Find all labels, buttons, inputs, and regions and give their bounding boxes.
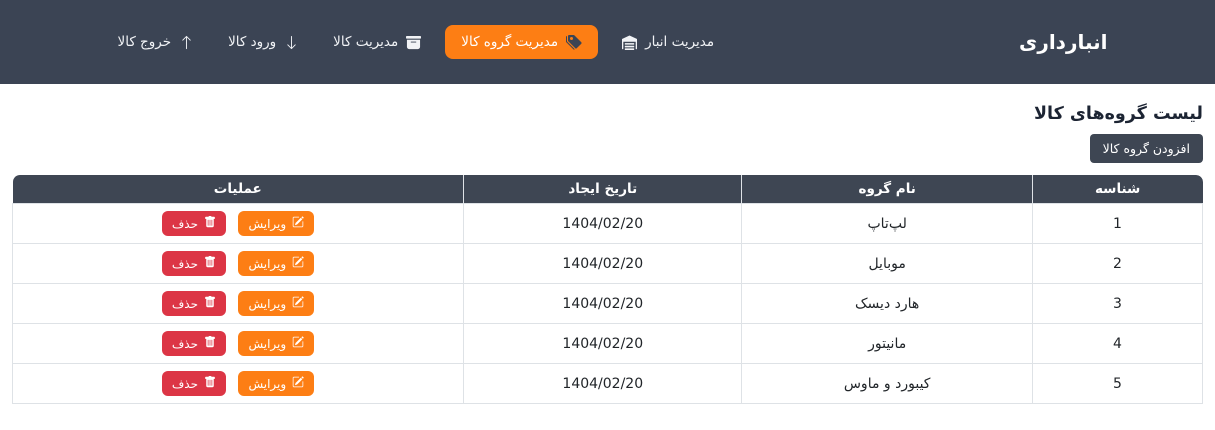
delete-button-label: حذف — [171, 336, 198, 351]
edit-button[interactable]: ویرایش — [238, 291, 315, 316]
cell-operations: ویرایش حذف — [12, 283, 465, 324]
warehouse-icon — [622, 34, 638, 50]
header-created-at: تاریخ ایجاد — [463, 175, 743, 204]
edit-button[interactable]: ویرایش — [238, 251, 315, 276]
cell-operations: ویرایش حذف — [12, 243, 465, 284]
nav-item-goods-receipt[interactable]: ورود کالا — [218, 26, 309, 58]
cell-group-name: مانیتور — [741, 323, 1033, 364]
delete-button-label: حذف — [171, 216, 198, 231]
cell-operations: ویرایش حذف — [12, 203, 465, 244]
table-row: 3 هارد دیسک 1404/02/20 ویرایش حذف — [12, 283, 1203, 324]
pencil-square-icon — [292, 296, 304, 311]
pencil-square-icon — [292, 216, 304, 231]
edit-button-label: ویرایش — [248, 336, 287, 351]
cell-group-name: کیبورد و ماوس — [741, 363, 1033, 404]
edit-button-label: ویرایش — [248, 256, 287, 271]
page-title: لیست گروه‌های کالا — [1033, 104, 1203, 124]
nav-item-product-management[interactable]: مدیریت کالا — [323, 26, 431, 58]
arrow-up-icon — [179, 35, 194, 50]
trash-icon — [204, 216, 216, 231]
nav-item-product-group-management[interactable]: مدیریت گروه کالا — [445, 25, 599, 59]
cell-operations: ویرایش حذف — [12, 363, 465, 404]
delete-button[interactable]: حذف — [161, 211, 226, 236]
nav-item-label: ورود کالا — [228, 34, 277, 50]
delete-button[interactable]: حذف — [161, 291, 226, 316]
header-id: شناسه — [1031, 175, 1203, 204]
cell-created-at: 1404/02/20 — [463, 363, 743, 404]
cell-id: 2 — [1031, 243, 1203, 284]
delete-button-label: حذف — [171, 296, 198, 311]
delete-button-label: حذف — [171, 376, 198, 391]
edit-button-label: ویرایش — [248, 376, 287, 391]
nav-item-label: مدیریت کالا — [333, 34, 399, 50]
cell-id: 1 — [1031, 203, 1203, 244]
edit-button[interactable]: ویرایش — [238, 371, 315, 396]
cell-id: 3 — [1031, 283, 1203, 324]
cell-group-name: لپ‌تاپ — [741, 203, 1033, 244]
archive-box-icon — [406, 35, 422, 50]
table-row: 2 موبایل 1404/02/20 ویرایش حذف — [12, 243, 1203, 284]
table-header-row: شناسه نام گروه تاریخ ایجاد عملیات — [12, 175, 1203, 204]
trash-icon — [204, 336, 216, 351]
delete-button-label: حذف — [171, 256, 198, 271]
table-row: 4 مانیتور 1404/02/20 ویرایش حذف — [12, 323, 1203, 364]
pencil-square-icon — [292, 256, 304, 271]
tags-icon — [566, 34, 582, 50]
trash-icon — [204, 296, 216, 311]
header-operations: عملیات — [12, 175, 465, 204]
trash-icon — [204, 376, 216, 391]
arrow-down-icon — [284, 35, 299, 50]
edit-button[interactable]: ویرایش — [238, 211, 315, 236]
nav-item-label: مدیریت انبار — [645, 34, 715, 50]
cell-id: 4 — [1031, 323, 1203, 364]
groups-table-wrapper: شناسه نام گروه تاریخ ایجاد عملیات 1 لپ‌ت… — [12, 175, 1203, 404]
pencil-square-icon — [292, 336, 304, 351]
cell-created-at: 1404/02/20 — [463, 283, 743, 324]
delete-button[interactable]: حذف — [161, 331, 226, 356]
add-group-button[interactable]: افزودن گروه کالا — [1089, 134, 1203, 163]
nav-menu: مدیریت انبار مدیریت گروه کالا مدیریت کال… — [108, 25, 725, 59]
main-content: لیست گروه‌های کالا افزودن گروه کالا شناس… — [0, 104, 1215, 404]
nav-item-label: خروج کالا — [117, 34, 172, 50]
cell-created-at: 1404/02/20 — [463, 203, 743, 244]
nav-item-goods-issue[interactable]: خروج کالا — [108, 26, 205, 58]
brand[interactable]: انبارداری — [1018, 30, 1108, 54]
header-group-name: نام گروه — [741, 175, 1033, 204]
cell-group-name: هارد دیسک — [741, 283, 1033, 324]
toolbar: افزودن گروه کالا — [12, 134, 1203, 163]
edit-button-label: ویرایش — [248, 296, 287, 311]
cell-created-at: 1404/02/20 — [463, 243, 743, 284]
table-row: 1 لپ‌تاپ 1404/02/20 ویرایش حذف — [12, 203, 1203, 244]
delete-button[interactable]: حذف — [161, 371, 226, 396]
cell-operations: ویرایش حذف — [12, 323, 465, 364]
cell-id: 5 — [1031, 363, 1203, 404]
groups-table: شناسه نام گروه تاریخ ایجاد عملیات 1 لپ‌ت… — [12, 175, 1203, 404]
trash-icon — [204, 256, 216, 271]
navbar: انبارداری مدیریت انبار مدیریت گروه کالا … — [0, 0, 1215, 84]
pencil-square-icon — [292, 376, 304, 391]
cell-created-at: 1404/02/20 — [463, 323, 743, 364]
nav-item-label: مدیریت گروه کالا — [461, 34, 559, 50]
cell-group-name: موبایل — [741, 243, 1033, 284]
edit-button[interactable]: ویرایش — [238, 331, 315, 356]
edit-button-label: ویرایش — [248, 216, 287, 231]
table-row: 5 کیبورد و ماوس 1404/02/20 ویرایش حذف — [12, 363, 1203, 404]
delete-button[interactable]: حذف — [161, 251, 226, 276]
nav-item-warehouse-management[interactable]: مدیریت انبار — [612, 26, 724, 58]
